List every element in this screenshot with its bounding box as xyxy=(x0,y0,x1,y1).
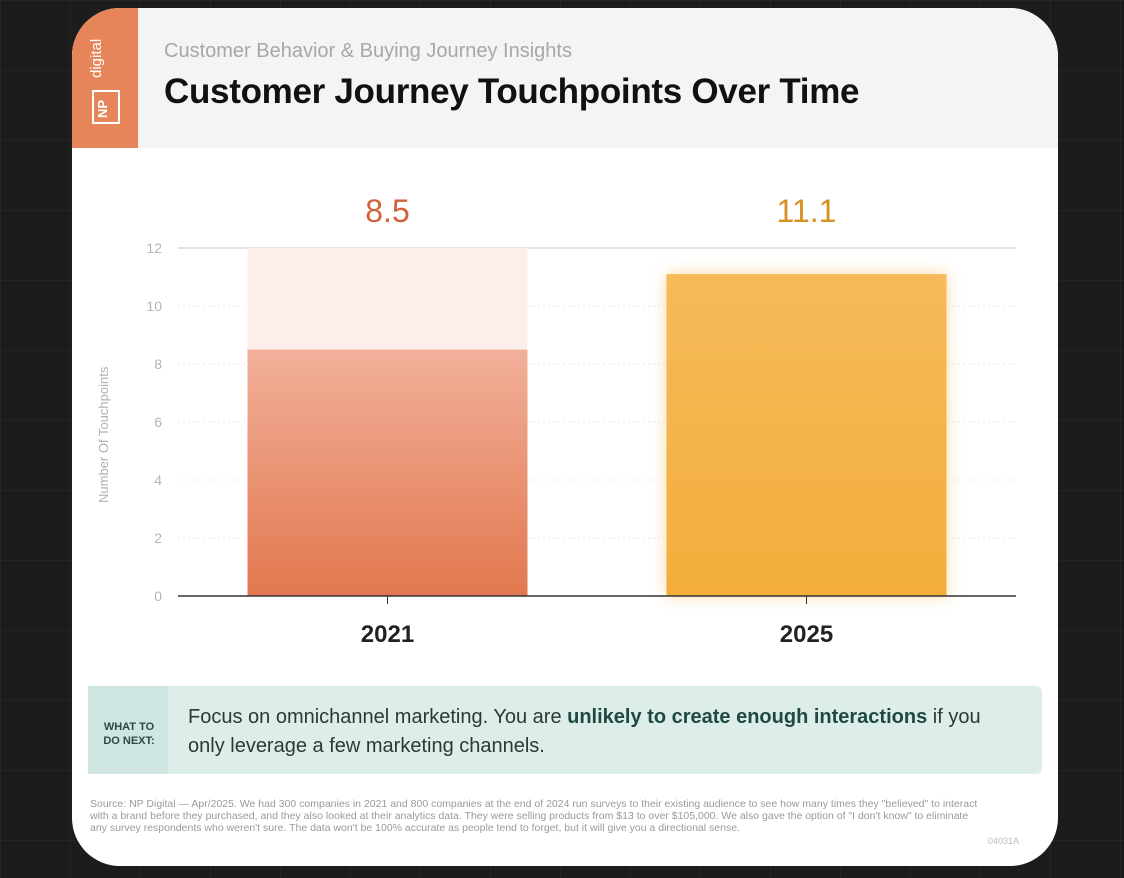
tip-text-end: if you only leverage a few marketing cha… xyxy=(188,706,981,757)
tip-text-bold: unlikely to create enough interactions xyxy=(567,706,928,728)
page-subtitle: Customer Behavior & Buying Journey Insig… xyxy=(164,40,572,62)
tip-tag-label: WHAT TO DO NEXT: xyxy=(103,721,155,747)
infographic-card: digital NP Customer Behavior & Buying Jo… xyxy=(72,8,1058,866)
data-label: 11.1 xyxy=(777,193,837,229)
y-tick-label: 2 xyxy=(154,530,162,546)
tip-tag: WHAT TO DO NEXT: xyxy=(88,686,168,774)
y-tick-label: 12 xyxy=(146,240,162,256)
tip-text-start: Focus on omnichannel marketing. You are xyxy=(188,706,568,728)
brand-letters: NP xyxy=(95,99,110,118)
bar-2021 xyxy=(247,349,528,596)
bar-chart: 0 2 4 6 8 10 12 8.5 2021 11.1 2025 xyxy=(146,193,1016,648)
source-note: Source: NP Digital — Apr/2025. We had 30… xyxy=(90,798,978,834)
x-tick-label: 2021 xyxy=(361,621,414,648)
bar-2025 xyxy=(666,274,947,596)
y-tick-label: 0 xyxy=(154,588,162,604)
brand-logo: digital NP xyxy=(72,8,138,148)
page-title: Customer Journey Touchpoints Over Time xyxy=(164,72,860,111)
y-tick-label: 6 xyxy=(154,414,162,430)
y-axis-label: Number Of Touchpoints xyxy=(96,366,111,503)
tip-box: WHAT TO DO NEXT: Focus on omnichannel ma… xyxy=(88,686,1042,774)
header: digital NP Customer Behavior & Buying Jo… xyxy=(72,8,1058,148)
brand-box: NP xyxy=(92,90,120,124)
bar-background xyxy=(247,248,528,350)
x-tick-label: 2025 xyxy=(780,621,833,648)
chart-code: 04031A xyxy=(988,836,1020,846)
y-tick-label: 10 xyxy=(146,298,162,314)
y-tick-label: 8 xyxy=(154,356,162,372)
data-label: 8.5 xyxy=(365,193,409,229)
brand-word: digital xyxy=(88,38,105,78)
tip-text: Focus on omnichannel marketing. You are … xyxy=(188,703,1018,761)
y-tick-label: 4 xyxy=(154,472,162,488)
